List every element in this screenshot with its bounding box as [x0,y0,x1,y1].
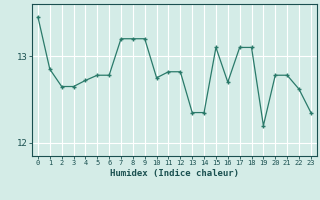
X-axis label: Humidex (Indice chaleur): Humidex (Indice chaleur) [110,169,239,178]
